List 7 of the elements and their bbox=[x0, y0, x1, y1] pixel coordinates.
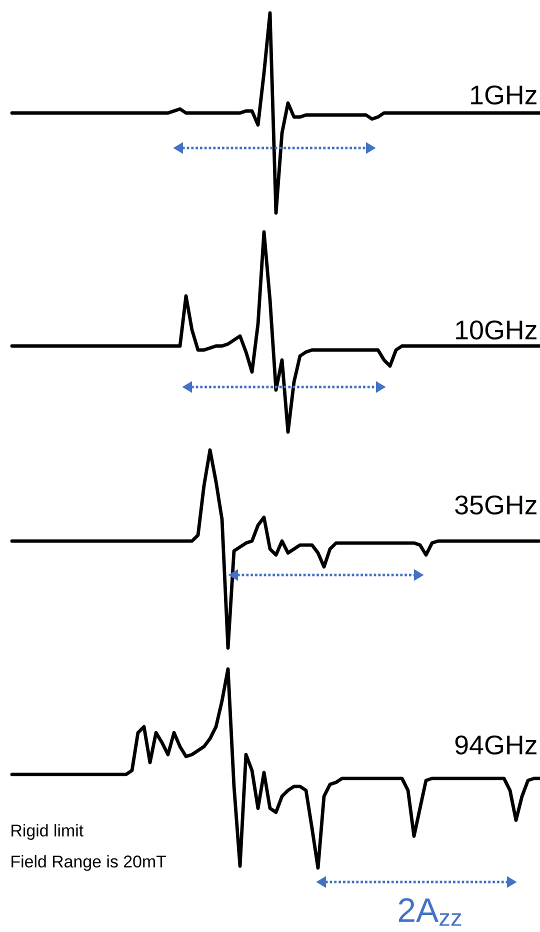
series-label: 1GHz bbox=[471, 85, 536, 105]
annotation: Field Range is 20mT bbox=[12, 855, 166, 871]
annotation: Rigid limit bbox=[12, 824, 84, 840]
text: 2A$_{zz}$ bbox=[398, 898, 462, 926]
series-label: 35GHz bbox=[455, 495, 536, 515]
series-label: 94GHz bbox=[455, 735, 536, 755]
series-label: 10GHz bbox=[456, 320, 536, 340]
